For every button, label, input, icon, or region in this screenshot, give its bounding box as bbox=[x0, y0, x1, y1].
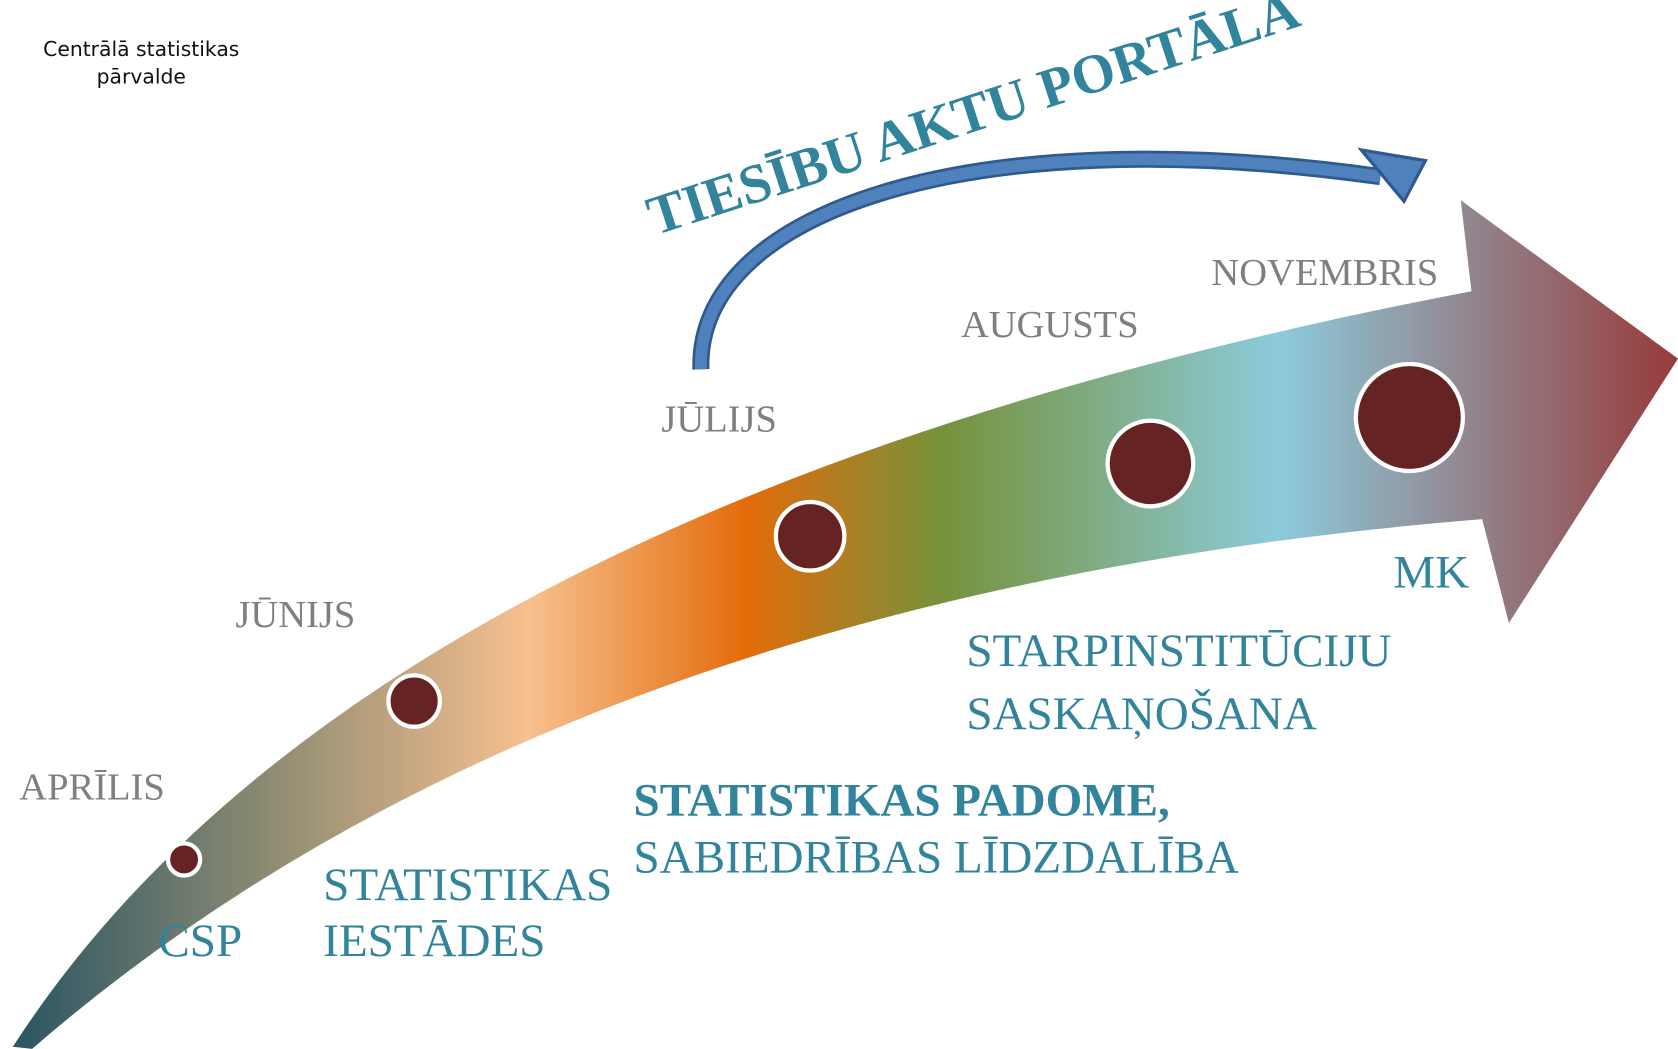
stage: STARPINSTITŪCIJU bbox=[966, 625, 1391, 677]
stage: CSP bbox=[158, 915, 242, 967]
milestone bbox=[1356, 364, 1463, 471]
stage: IESTĀDES bbox=[323, 915, 545, 967]
diagram: Centrālā statistikas pārvalde TIESĪBU AK… bbox=[0, 0, 1678, 1049]
month: JŪNIJS bbox=[235, 594, 355, 636]
portal-label: TIESĪBU AKTU PORTĀLĀ bbox=[640, 0, 1307, 248]
milestone bbox=[168, 843, 200, 875]
stage: SASKAŅOŠANA bbox=[966, 688, 1317, 740]
stage: STATISTIKAS PADOME, bbox=[634, 775, 1170, 827]
month: AUGUSTS bbox=[961, 304, 1139, 346]
stage: STATISTIKAS bbox=[323, 859, 612, 911]
month: APRĪLIS bbox=[19, 767, 165, 809]
milestone bbox=[388, 675, 439, 726]
logo-line: pārvalde bbox=[97, 65, 186, 89]
month: NOVEMBRIS bbox=[1211, 252, 1438, 294]
logo-line: Centrālā statistikas bbox=[43, 37, 239, 61]
stage: SABIEDRĪBAS LĪDZDALĪBA bbox=[634, 831, 1239, 883]
month: JŪLIJS bbox=[661, 398, 777, 440]
stage: MK bbox=[1393, 547, 1469, 599]
milestone bbox=[776, 502, 844, 570]
milestone bbox=[1108, 421, 1194, 507]
